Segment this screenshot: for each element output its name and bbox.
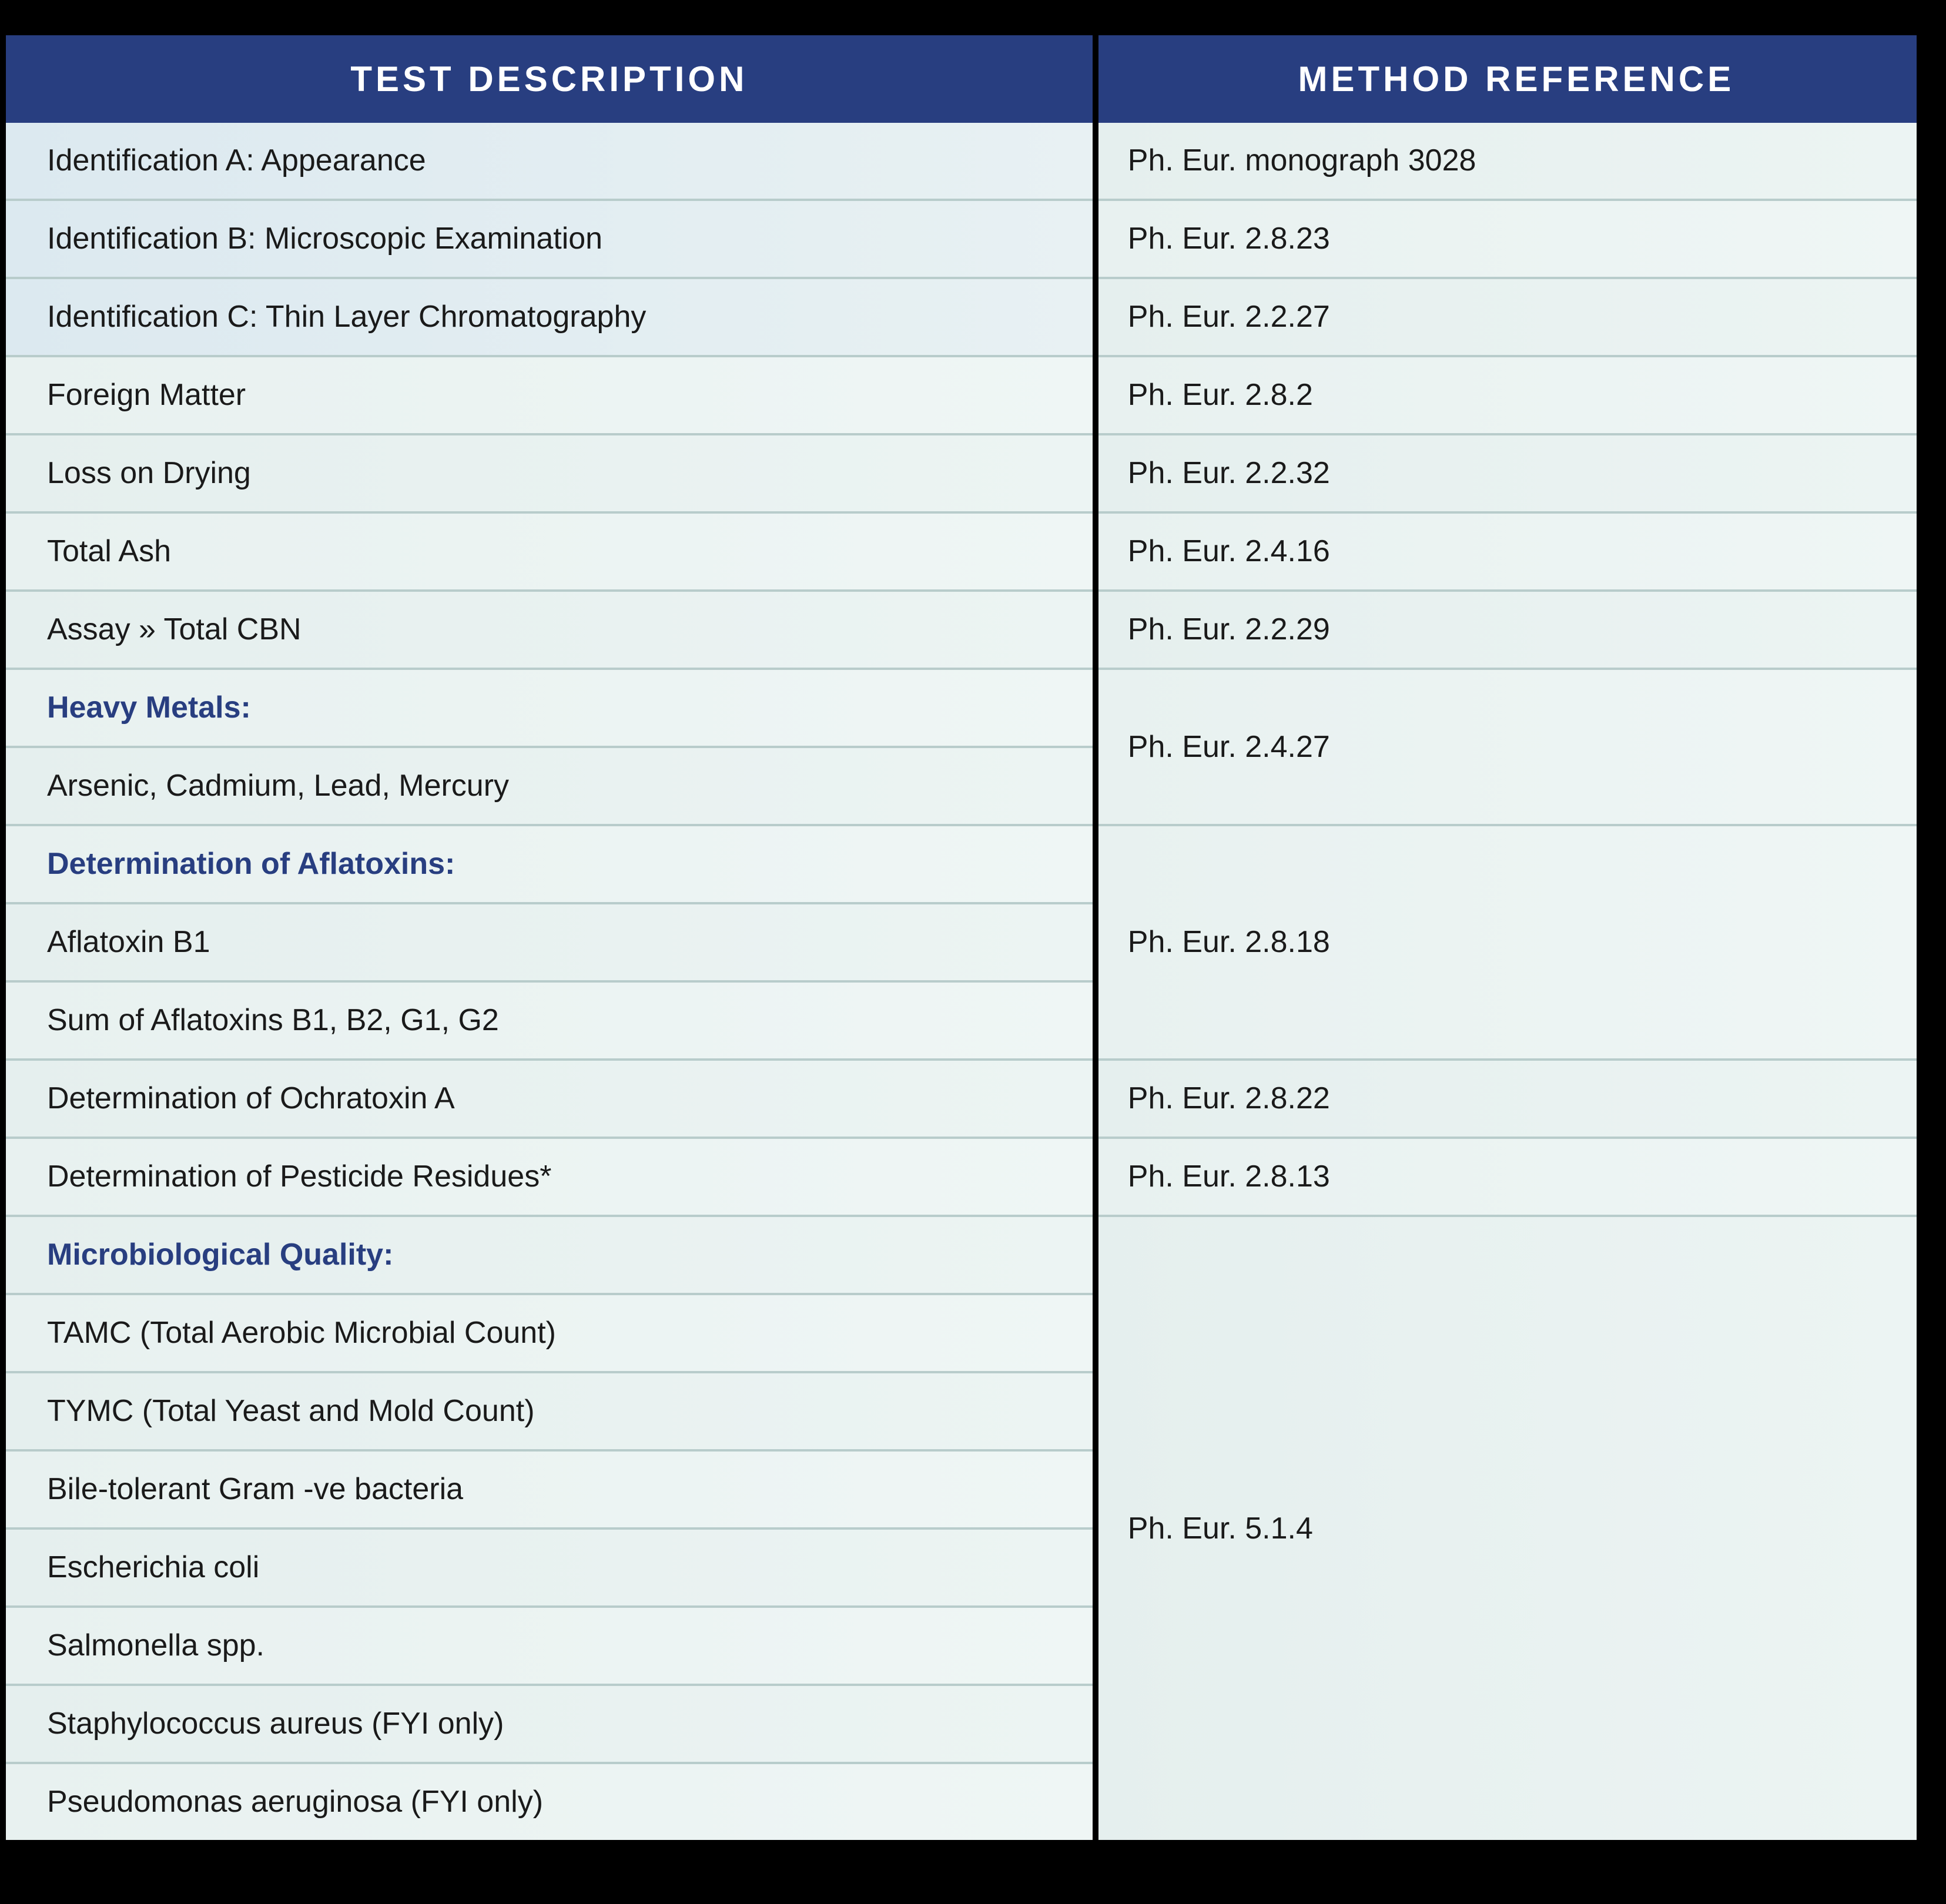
section-subheader: Microbiological Quality: <box>47 1238 393 1272</box>
table-row: Identification C: Thin Layer Chromatogra… <box>3 278 1920 356</box>
test-description-cell: Sum of Aflatoxins B1, B2, G1, G2 <box>3 981 1096 1060</box>
method-reference-cell: Ph. Eur. 2.2.32 <box>1096 434 1920 512</box>
method-reference-cell: Ph. Eur. 2.8.22 <box>1096 1060 1920 1138</box>
method-reference-cell: Ph. Eur. 2.4.27 <box>1096 669 1920 825</box>
table-row: Determination of Pesticide Residues*Ph. … <box>3 1138 1920 1216</box>
method-reference-cell: Ph. Eur. 2.8.2 <box>1096 356 1920 434</box>
method-reference-cell: Ph. Eur. 2.2.29 <box>1096 591 1920 669</box>
test-description-cell: Aflatoxin B1 <box>3 903 1096 981</box>
table-header-row: TEST DESCRIPTION METHOD REFERENCE <box>3 32 1920 123</box>
section-subheader: Determination of Aflatoxins: <box>47 847 455 881</box>
section-subheader: Heavy Metals: <box>47 690 251 725</box>
col-header-method-reference: METHOD REFERENCE <box>1096 32 1920 123</box>
col-header-test-description: TEST DESCRIPTION <box>3 32 1096 123</box>
table-row: Foreign MatterPh. Eur. 2.8.2 <box>3 356 1920 434</box>
table-row: Heavy Metals:Ph. Eur. 2.4.27 <box>3 669 1920 747</box>
test-description-cell: TAMC (Total Aerobic Microbial Count) <box>3 1294 1096 1372</box>
table-row: Microbiological Quality:Ph. Eur. 5.1.4 <box>3 1216 1920 1294</box>
test-description-cell: Escherichia coli <box>3 1528 1096 1607</box>
table-row: Loss on DryingPh. Eur. 2.2.32 <box>3 434 1920 512</box>
table-row: Assay » Total CBNPh. Eur. 2.2.29 <box>3 591 1920 669</box>
test-description-cell: Identification C: Thin Layer Chromatogra… <box>3 278 1096 356</box>
method-reference-cell: Ph. Eur. 5.1.4 <box>1096 1216 1920 1843</box>
table-row: Identification A: AppearancePh. Eur. mon… <box>3 123 1920 200</box>
test-description-cell: Arsenic, Cadmium, Lead, Mercury <box>3 747 1096 825</box>
method-reference-cell: Ph. Eur. 2.8.23 <box>1096 200 1920 278</box>
spec-table: TEST DESCRIPTION METHOD REFERENCE Identi… <box>0 29 1922 1846</box>
test-description-cell: Heavy Metals: <box>3 669 1096 747</box>
test-description-cell: Determination of Pesticide Residues* <box>3 1138 1096 1216</box>
table-row: Identification B: Microscopic Examinatio… <box>3 200 1920 278</box>
method-reference-cell: Ph. Eur. 2.8.13 <box>1096 1138 1920 1216</box>
table-row: Total AshPh. Eur. 2.4.16 <box>3 512 1920 591</box>
test-description-cell: Bile-tolerant Gram -ve bacteria <box>3 1450 1096 1528</box>
table-row: Determination of Ochratoxin APh. Eur. 2.… <box>3 1060 1920 1138</box>
table-body: Identification A: AppearancePh. Eur. mon… <box>3 123 1920 1843</box>
test-description-cell: Pseudomonas aeruginosa (FYI only) <box>3 1763 1096 1843</box>
test-description-cell: Foreign Matter <box>3 356 1096 434</box>
test-description-cell: Microbiological Quality: <box>3 1216 1096 1294</box>
test-description-cell: Loss on Drying <box>3 434 1096 512</box>
method-reference-cell: Ph. Eur. monograph 3028 <box>1096 123 1920 200</box>
test-description-cell: Identification A: Appearance <box>3 123 1096 200</box>
test-description-cell: Determination of Aflatoxins: <box>3 825 1096 903</box>
table-row: Determination of Aflatoxins:Ph. Eur. 2.8… <box>3 825 1920 903</box>
test-description-cell: Identification B: Microscopic Examinatio… <box>3 200 1096 278</box>
test-description-cell: Assay » Total CBN <box>3 591 1096 669</box>
method-reference-cell: Ph. Eur. 2.4.16 <box>1096 512 1920 591</box>
test-description-cell: Salmonella spp. <box>3 1607 1096 1685</box>
test-description-cell: TYMC (Total Yeast and Mold Count) <box>3 1372 1096 1450</box>
test-description-cell: Determination of Ochratoxin A <box>3 1060 1096 1138</box>
test-description-cell: Staphylococcus aureus (FYI only) <box>3 1685 1096 1763</box>
method-reference-cell: Ph. Eur. 2.2.27 <box>1096 278 1920 356</box>
test-description-cell: Total Ash <box>3 512 1096 591</box>
method-reference-cell: Ph. Eur. 2.8.18 <box>1096 825 1920 1060</box>
